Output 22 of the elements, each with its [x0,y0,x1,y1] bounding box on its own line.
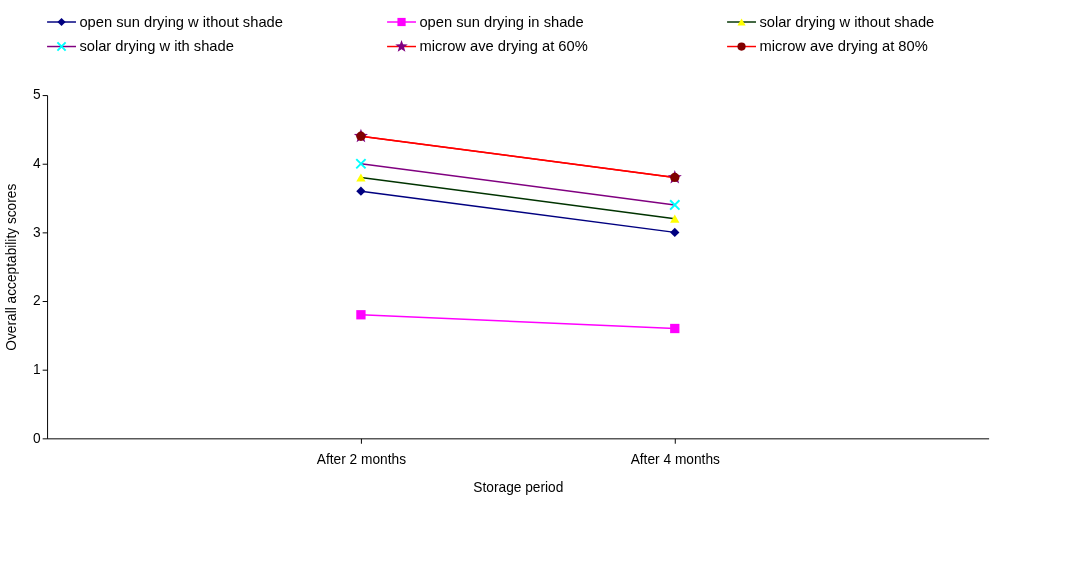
y-tick-label: 0 [33,430,42,446]
point [670,227,680,238]
y-tick-label: 4 [33,156,42,172]
x-tick-label: After 2 months [316,452,407,468]
point [356,186,366,196]
point [670,323,680,334]
legend-label: solar drying w ithout shade [759,13,935,30]
point [356,310,366,320]
point [669,199,681,211]
legend-label: solar drying w ith shade [79,38,234,55]
y-tick-label: 5 [33,87,42,103]
legend-label: microw ave drying at 60% [419,38,588,55]
legend-label: open sun drying in shade [419,13,584,30]
x-axis-title: Storage period [473,479,564,495]
x-tick-label: After 4 months [630,452,721,468]
y-tick-label: 1 [33,362,41,378]
y-tick-label: 2 [33,293,41,309]
legend-label: open sun drying w ithout shade [79,13,283,30]
y-tick-label: 3 [33,224,42,240]
y-axis-title: Overall acceptability scores [4,183,20,351]
legend-label: microw ave drying at 80% [759,38,928,55]
point [355,158,367,170]
